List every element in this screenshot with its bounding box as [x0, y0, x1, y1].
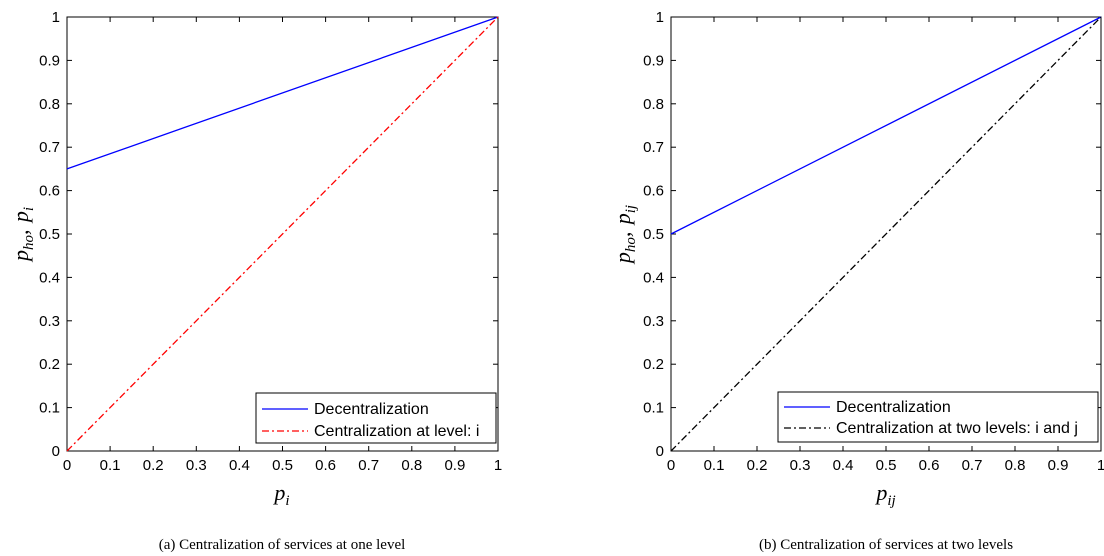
- y-tick-label: 0.7: [39, 139, 60, 156]
- series-line-centralization-at-level-i: [66, 16, 499, 452]
- y-tick-label: 0.6: [643, 183, 664, 200]
- x-tick-label: 0.8: [401, 457, 422, 474]
- series-group-b: [670, 16, 1102, 452]
- chart-panel-a: 0 0.1 0.2 0.3 0.4 0.5 0.6 0.7 0.8 0.9 1 0 0.1 0.2 0.3 0…: [8, 9, 502, 553]
- x-tick-label: 0.7: [962, 457, 983, 474]
- x-tick-label: 0: [63, 457, 71, 474]
- x-tick-label: 0.8: [1005, 457, 1026, 474]
- x-tick-label: 0.1: [704, 457, 725, 474]
- x-tick-label: 0.9: [1048, 457, 1069, 474]
- y-tick-label: 0.5: [39, 226, 60, 243]
- y-tick-label: 0.2: [39, 356, 60, 373]
- legend-label-decentralization-a: Decentralization: [314, 401, 429, 418]
- y-tick-label: 0.1: [643, 400, 664, 417]
- x-tick-label: 0.1: [100, 457, 121, 474]
- legend-b: Decentralization Centralization at two l…: [777, 391, 1099, 443]
- y-tick-label: 1: [656, 9, 664, 26]
- y-tick-label: 1: [52, 9, 60, 26]
- x-tick-label: 0.4: [833, 457, 854, 474]
- y-tick-label: 0.5: [643, 226, 664, 243]
- y-tick-label: 0.4: [643, 269, 664, 286]
- x-tick-label: 0.6: [919, 457, 940, 474]
- y-tick-label: 0.3: [643, 313, 664, 330]
- legend-a: Decentralization Centralization at level…: [255, 392, 497, 444]
- x-axis-label-b: pij: [874, 480, 895, 509]
- x-tick-label: 0.3: [186, 457, 207, 474]
- y-tick-label: 0: [52, 443, 60, 460]
- legend-label-centralization-b: Centralization at two levels: i and j: [836, 420, 1078, 437]
- x-tick-label: 0.3: [790, 457, 811, 474]
- x-tick-label: 1: [494, 457, 502, 474]
- legend-box-b: [777, 391, 1099, 443]
- y-tick-label: 0.9: [39, 52, 60, 69]
- series-line-centralization-at-two-levels-i-and-j: [670, 16, 1102, 452]
- series-group-a: [66, 16, 499, 452]
- tick-group-a: 0 0.1 0.2 0.3 0.4 0.5 0.6 0.7 0.8 0.9 1 0 0.1 0.2 0.3 0…: [39, 9, 502, 474]
- legend-label-centralization-a: Centralization at level: i: [314, 423, 479, 440]
- y-tick-label: 0.2: [643, 356, 664, 373]
- y-tick-label: 0.3: [39, 313, 60, 330]
- legend-label-decentralization-b: Decentralization: [836, 399, 951, 416]
- caption-b: (b) Centralization of services at two le…: [759, 537, 1013, 553]
- series-line-decentralization: [66, 16, 499, 170]
- x-tick-label: 0.5: [876, 457, 897, 474]
- y-tick-label: 0.8: [643, 96, 664, 113]
- series-line-decentralization: [670, 16, 1102, 235]
- x-tick-label: 0.5: [272, 457, 293, 474]
- x-tick-label: 0.2: [747, 457, 768, 474]
- y-axis-label-b: pho, pij: [610, 205, 639, 265]
- legend-box-a: [255, 392, 497, 444]
- y-tick-label: 0.1: [39, 400, 60, 417]
- x-tick-label: 1: [1097, 457, 1104, 474]
- x-tick-label: 0.6: [315, 457, 336, 474]
- y-tick-label: 0.4: [39, 269, 60, 286]
- x-tick-label: 0: [667, 457, 675, 474]
- y-tick-label: 0.7: [643, 139, 664, 156]
- y-tick-label: 0: [656, 443, 664, 460]
- x-axis-label-a: pi: [272, 480, 289, 509]
- chart-panel-b: 0 0.1 0.2 0.3 0.4 0.5 0.6 0.7 0.8 0.9 1 0 0.1 0.2 0.3 0…: [610, 9, 1104, 553]
- x-tick-label: 0.4: [229, 457, 250, 474]
- x-tick-label: 0.9: [444, 457, 465, 474]
- y-tick-label: 0.6: [39, 183, 60, 200]
- tick-group-b: 0 0.1 0.2 0.3 0.4 0.5 0.6 0.7 0.8 0.9 1 0 0.1 0.2 0.3 0…: [643, 9, 1104, 474]
- x-tick-label: 0.7: [358, 457, 379, 474]
- caption-a: (a) Centralization of services at one le…: [159, 537, 406, 553]
- y-axis-label-a: pho, pi: [8, 207, 37, 263]
- x-tick-label: 0.2: [143, 457, 164, 474]
- y-tick-label: 0.9: [643, 52, 664, 69]
- y-tick-label: 0.8: [39, 96, 60, 113]
